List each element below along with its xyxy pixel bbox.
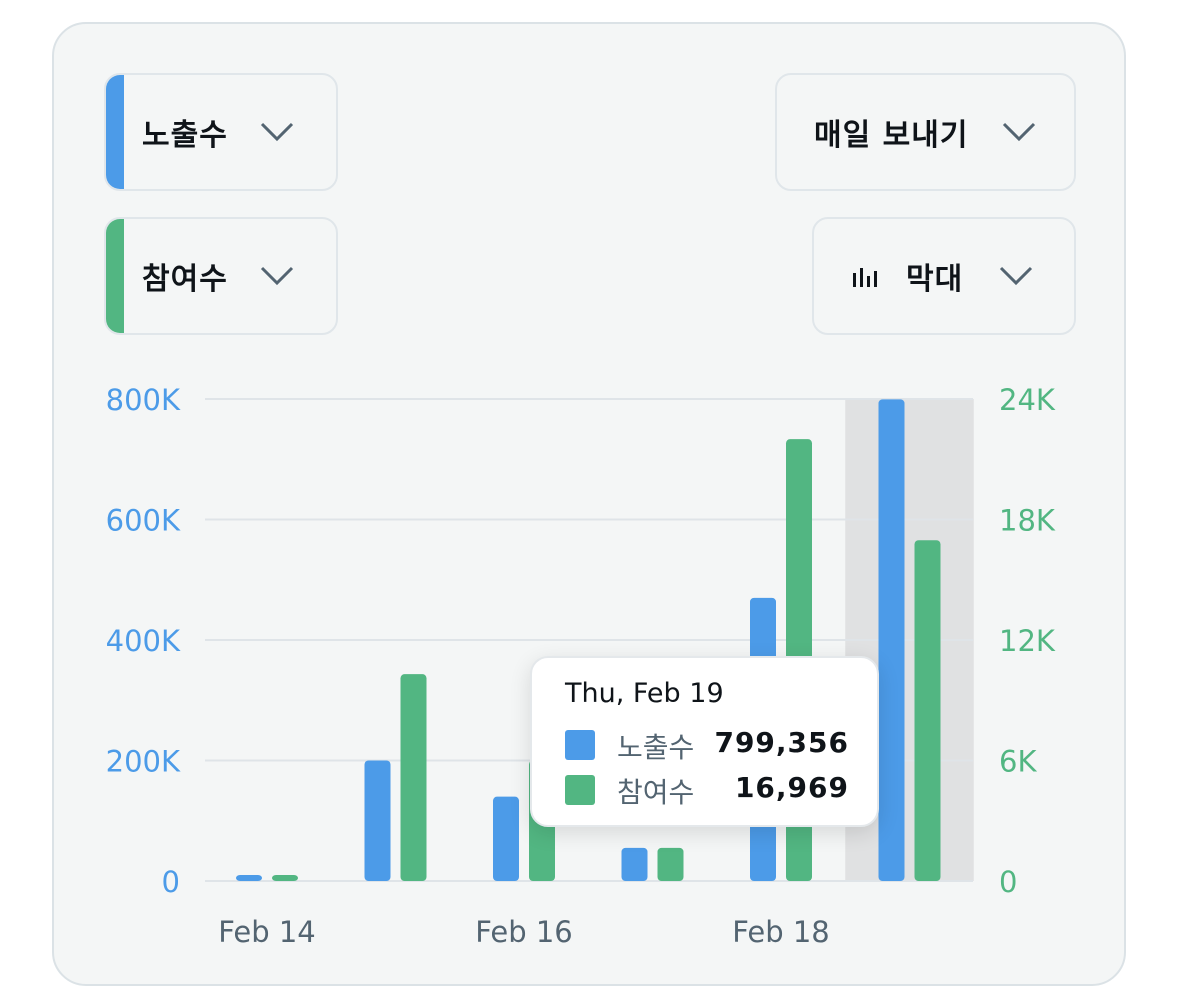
engagements-swatch bbox=[565, 775, 595, 805]
y-right-tick-label: 0 bbox=[999, 865, 1017, 899]
export-daily-label: 매일 보내기 bbox=[814, 118, 969, 153]
chart-type-label: 막대 bbox=[906, 262, 964, 297]
tooltip-impressions-value: 799,356 bbox=[714, 726, 849, 759]
y-right-tick-label: 24K bbox=[999, 383, 1056, 417]
tooltip-impressions-label: 노출수 bbox=[617, 731, 695, 764]
tooltip-row-engagements: 참여수 16,969 bbox=[565, 769, 849, 809]
bar-impressions bbox=[493, 796, 519, 881]
y-left-tick-label: 200K bbox=[106, 745, 181, 779]
x-tick-label: Feb 16 bbox=[475, 915, 572, 949]
tooltip-engagements-label: 참여수 bbox=[617, 776, 695, 809]
y-right-tick-label: 18K bbox=[999, 504, 1056, 538]
bar-impressions bbox=[236, 874, 262, 881]
chevron-down-icon bbox=[260, 266, 293, 286]
bar-engagements bbox=[914, 540, 941, 881]
metric1-label: 노출수 bbox=[142, 118, 228, 153]
impressions-swatch bbox=[565, 730, 595, 760]
chart-tooltip: Thu, Feb 19 노출수 799,356 참여수 16,969 bbox=[530, 656, 879, 827]
y-right-tick-label: 12K bbox=[999, 624, 1056, 658]
tooltip-row-impressions: 노출수 799,356 bbox=[565, 724, 849, 764]
y-left-tick-label: 600K bbox=[106, 504, 181, 538]
chevron-down-icon bbox=[260, 122, 293, 142]
chevron-down-icon bbox=[1000, 266, 1033, 286]
y-left-tick-label: 800K bbox=[106, 383, 181, 417]
y-left-tick-label: 0 bbox=[162, 865, 180, 899]
metric2-color-stripe bbox=[106, 219, 124, 333]
metric2-dropdown[interactable]: 참여수 bbox=[104, 217, 338, 335]
bar-engagements bbox=[657, 847, 684, 881]
chevron-down-icon bbox=[1003, 122, 1036, 142]
bar-engagements bbox=[272, 874, 298, 881]
metric1-dropdown[interactable]: 노출수 bbox=[104, 73, 338, 191]
bar-impressions bbox=[364, 760, 391, 881]
y-right-tick-label: 6K bbox=[999, 745, 1037, 779]
tooltip-date: Thu, Feb 19 bbox=[565, 678, 724, 709]
tooltip-engagements-value: 16,969 bbox=[734, 771, 849, 804]
bar-chart-icon bbox=[853, 268, 877, 287]
metric1-color-stripe bbox=[106, 75, 124, 189]
export-daily-dropdown[interactable]: 매일 보내기 bbox=[775, 73, 1076, 191]
metric2-label: 참여수 bbox=[142, 262, 228, 297]
y-left-tick-label: 400K bbox=[106, 624, 181, 658]
bar-engagements bbox=[400, 674, 427, 881]
x-tick-label: Feb 14 bbox=[218, 915, 315, 949]
bar-impressions bbox=[878, 399, 905, 881]
chart-type-dropdown[interactable]: 막대 bbox=[812, 217, 1076, 335]
bar-impressions bbox=[621, 847, 648, 881]
x-tick-label: Feb 18 bbox=[732, 915, 829, 949]
